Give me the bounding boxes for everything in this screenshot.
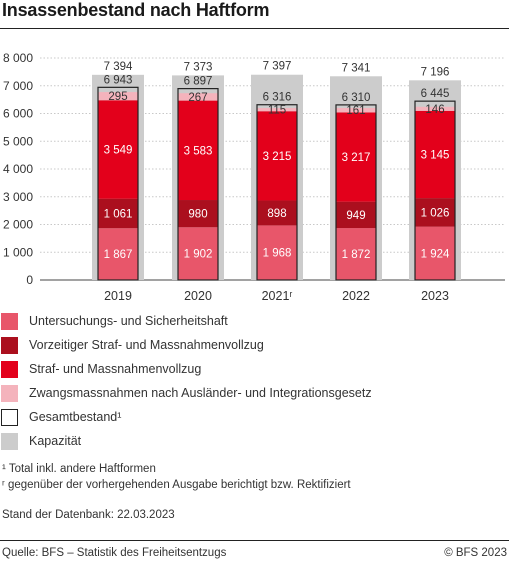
total-outline [97, 86, 139, 281]
capacity-label: 7 341 [342, 62, 371, 74]
segment-label: 161 [346, 105, 365, 117]
x-tick-label: 2020 [184, 289, 212, 303]
bar-segment [257, 111, 297, 201]
segment-label: 1 924 [421, 248, 450, 260]
capacity-label: 7 394 [104, 61, 133, 73]
segment-label: 115 [268, 105, 286, 117]
x-tick-label: 2021ʳ [262, 289, 293, 303]
legend-swatch [1, 313, 18, 330]
segment-label: 3 145 [421, 150, 450, 162]
total-label: 6 316 [263, 92, 292, 104]
legend-swatch [1, 409, 18, 426]
capacity-label: 7 373 [184, 61, 213, 73]
segment-label: 3 549 [104, 145, 133, 157]
source-note: Quelle: BFS – Statistik des Freiheitsent… [2, 547, 227, 559]
legend-swatch [1, 433, 18, 450]
chart-title: Insassenbestand nach Haftform [2, 0, 270, 20]
y-tick-label: 7 000 [3, 79, 33, 93]
legend-label: Zwangsmassnahmen nach Ausländer- und Int… [29, 386, 372, 400]
bar-segment [98, 228, 138, 280]
bar-segment [257, 108, 297, 112]
bar-segment [336, 228, 376, 280]
title-rule [0, 28, 509, 29]
bar-segment [336, 112, 376, 202]
bar-segment [257, 200, 297, 226]
segment-label: 146 [425, 104, 444, 116]
bar-segment [415, 106, 455, 111]
total-outline [177, 88, 219, 281]
x-tick-label: 2022 [342, 289, 370, 303]
bar-segment [336, 201, 376, 229]
x-tick-label: 2023 [421, 289, 449, 303]
y-tick-label: 2 000 [3, 218, 33, 232]
footnote-total: ¹ Total inkl. andere Haftformen [2, 463, 156, 475]
segment-label: 1 902 [184, 249, 213, 261]
bar-segment [336, 107, 376, 113]
bar-segment [98, 198, 138, 229]
total-outline [256, 104, 298, 281]
total-label: 6 943 [104, 74, 133, 86]
bar-segment [178, 93, 218, 101]
segment-label: 980 [188, 209, 207, 221]
segment-label: 3 215 [263, 151, 292, 163]
legend-label: Untersuchungs- und Sicherheitshaft [29, 314, 228, 328]
segment-label: 898 [267, 208, 286, 220]
segment-label: 3 583 [184, 145, 213, 157]
total-label: 6 897 [184, 76, 213, 88]
y-tick-label: 6 000 [3, 107, 33, 121]
segment-label: 1 872 [342, 249, 371, 261]
bar-segment [98, 100, 138, 199]
bar-segment [415, 110, 455, 199]
y-tick-label: 5 000 [3, 134, 33, 148]
legend-swatch [1, 337, 18, 354]
segment-label: 949 [346, 210, 365, 222]
total-label: 6 445 [421, 88, 450, 100]
segment-label: 1 026 [421, 207, 450, 219]
segment-label: 267 [188, 92, 207, 104]
bar-segment [415, 226, 455, 280]
x-tick-label: 2019 [104, 289, 132, 303]
segment-label: 1 968 [263, 248, 292, 260]
legend-swatch [1, 361, 18, 378]
legend-swatch [1, 385, 18, 402]
bar-segment [178, 227, 218, 280]
y-tick-label: 1 000 [3, 245, 33, 259]
footnote-rectified: ʳ gegenüber der vorhergehenden Ausgabe b… [2, 479, 351, 491]
bar-segment [415, 198, 455, 227]
bar-segment [178, 100, 218, 201]
y-tick-label: 0 [26, 273, 33, 287]
legend-label: Vorzeitiger Straf- und Massnahmenvollzug [29, 338, 264, 352]
bar-segment [178, 200, 218, 228]
segment-label: 3 217 [342, 152, 371, 164]
capacity-label: 7 397 [263, 61, 292, 73]
legend-label: Straf- und Massnahmenvollzug [29, 362, 202, 376]
y-tick-label: 3 000 [3, 190, 33, 204]
footer-rule [0, 540, 509, 541]
bar-segment [98, 92, 138, 101]
total-label: 6 310 [342, 92, 371, 104]
total-outline [414, 100, 456, 281]
stacked-bar-chart: 0 1 000 2 000 3 000 4 000 5 000 6 000 7 000 8 00… [3, 51, 505, 303]
copyright: © BFS 2023 [444, 547, 507, 559]
y-tick-label: 4 000 [3, 162, 33, 176]
bar-segment [257, 225, 297, 280]
segment-label: 1 061 [104, 208, 133, 220]
y-tick-label: 8 000 [3, 51, 33, 65]
segment-label: 1 867 [104, 249, 133, 261]
legend-label: Kapazität [29, 434, 82, 448]
total-outline [335, 104, 377, 281]
data-date: Stand der Datenbank: 22.03.2023 [2, 509, 175, 521]
capacity-label: 7 196 [421, 66, 450, 78]
legend-label: Gesamtbestand¹ [29, 410, 122, 424]
segment-label: 295 [108, 91, 127, 103]
